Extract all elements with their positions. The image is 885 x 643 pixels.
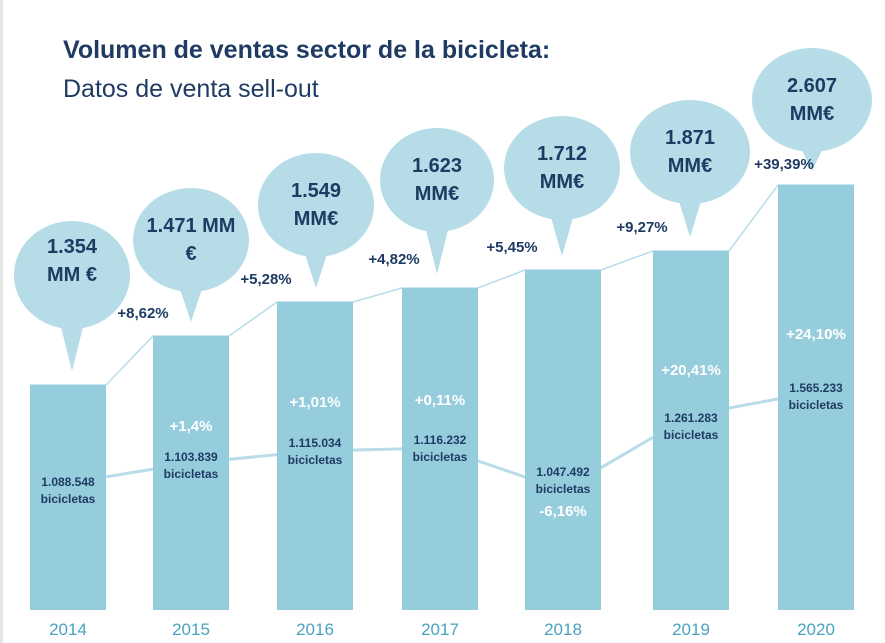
units-value-label: 1.047.492 [536, 465, 590, 479]
revenue-growth-label: +5,28% [240, 271, 292, 288]
units-unit-label: bicicletas [663, 428, 719, 442]
left-edge [0, 0, 3, 643]
bubble-2018 [504, 116, 620, 220]
units-value-label: 1.116.232 [413, 433, 467, 447]
revenue-label: 1.871 MM€ [664, 127, 716, 177]
units-growth-label: +1,4% [169, 418, 213, 435]
units-value-label: 1.115.034 [288, 436, 342, 450]
revenue-label: 1.712 MM€ [536, 143, 588, 193]
bar-2015 [153, 336, 229, 610]
units-value-label: 1.088.548 [41, 475, 95, 489]
bubble-tail-2014 [60, 323, 84, 371]
units-growth-label: +24,10% [786, 326, 846, 343]
bubble-2020 [752, 48, 872, 152]
revenue-label: 1.471 MM € [146, 215, 236, 265]
bar-2017 [402, 288, 478, 610]
units-unit-label: bicicletas [788, 398, 844, 412]
units-value-label: 1.103.839 [164, 450, 218, 464]
bubble-tail-2016 [304, 251, 328, 288]
revenue-label: 1.354 MM € [46, 236, 98, 286]
units-unit-label: bicicletas [535, 482, 591, 496]
revenue-label: 1.549 MM€ [290, 180, 342, 230]
units-growth-label: +0,11% [414, 392, 466, 409]
year-tick-label: 2019 [672, 620, 710, 639]
revenue-label: 2.607 MM€ [786, 75, 838, 125]
chart-title: Volumen de ventas sector de la bicicleta… [63, 36, 551, 64]
bubble-tail-2015 [179, 286, 203, 322]
revenue-growth-label: +39,39% [754, 156, 814, 173]
year-tick-label: 2016 [296, 620, 334, 639]
units-value-label: 1.261.283 [664, 411, 718, 425]
year-tick-label: 2020 [797, 620, 835, 639]
chart-subtitle: Datos de venta sell-out [63, 75, 319, 103]
year-tick-label: 2014 [49, 620, 87, 639]
units-growth-label: +20,41% [661, 362, 721, 379]
year-tick-label: 2017 [421, 620, 459, 639]
bubble-2017 [380, 128, 494, 232]
bubble-2016 [258, 153, 374, 257]
units-growth-label: -6,16% [539, 503, 587, 520]
bar-2014 [30, 385, 106, 610]
units-unit-label: bicicletas [163, 467, 219, 481]
revenue-growth-label: +9,27% [616, 219, 668, 236]
units-value-label: 1.565.233 [789, 381, 843, 395]
units-unit-label: bicicletas [412, 450, 468, 464]
bar-2019 [653, 251, 729, 610]
bubble-2015 [133, 188, 249, 292]
revenue-growth-label: +4,82% [368, 251, 420, 268]
bubble-2019 [630, 100, 750, 204]
revenue-growth-label: +8,62% [117, 305, 169, 322]
bubble-tail-2018 [550, 214, 574, 256]
year-tick-label: 2018 [544, 620, 582, 639]
units-unit-label: bicicletas [287, 453, 343, 467]
bubble-tail-2020 [800, 146, 824, 171]
bar-2020 [778, 185, 854, 610]
bubble-tail-2017 [425, 226, 449, 274]
bar-2016 [277, 302, 353, 610]
revenue-growth-label: +5,45% [486, 239, 538, 256]
bubble-tail-2019 [678, 198, 702, 237]
year-tick-label: 2015 [172, 620, 210, 639]
bar-2018 [525, 270, 601, 610]
units-unit-label: bicicletas [40, 492, 96, 506]
units-growth-label: +1,01% [289, 394, 341, 411]
revenue-label: 1.623 MM€ [411, 155, 463, 205]
bubble-2014 [14, 221, 130, 329]
